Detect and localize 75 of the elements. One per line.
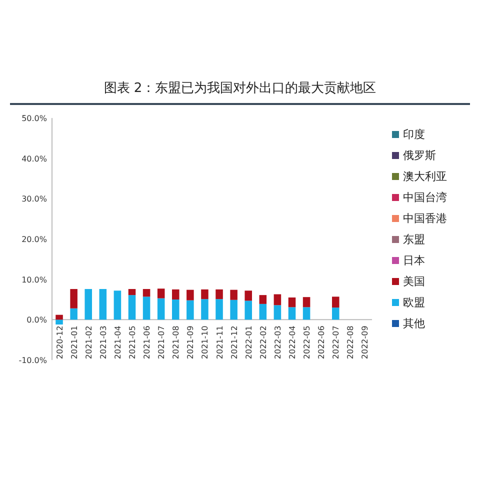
bar xyxy=(244,290,252,301)
x-tick-label: 2021-01 xyxy=(70,326,79,360)
x-tick-label: 2021-11 xyxy=(215,326,224,360)
bar xyxy=(157,298,165,320)
bar xyxy=(128,295,136,320)
bar xyxy=(142,289,150,297)
x-tick-label: 2022-09 xyxy=(360,326,370,360)
bar xyxy=(114,290,122,320)
bar xyxy=(244,300,252,320)
bar xyxy=(186,290,194,300)
x-tick-label: 2021-09 xyxy=(186,326,196,360)
bar xyxy=(216,289,223,300)
legend-label: 澳大利亚 xyxy=(403,170,447,183)
x-tick-label: 2021-03 xyxy=(98,326,108,360)
x-tick-label: 2021-04 xyxy=(113,326,122,360)
x-tick-label: 2022-07 xyxy=(332,326,341,360)
bar xyxy=(259,304,267,320)
bar xyxy=(186,300,194,320)
legend-label: 欧盟 xyxy=(403,297,425,309)
x-tick-label: 2021-06 xyxy=(142,326,152,360)
y-tick-label: 50.0% xyxy=(22,114,48,123)
x-tick-label: 2021-10 xyxy=(200,326,210,360)
bar xyxy=(99,289,107,320)
bar xyxy=(70,289,78,308)
x-tick-label: 2020-12 xyxy=(55,326,64,360)
bar xyxy=(302,297,310,308)
legend-label: 中国台湾 xyxy=(403,191,447,204)
bar xyxy=(302,307,310,320)
x-tick-label: 2021-07 xyxy=(157,326,166,360)
bar xyxy=(332,308,340,320)
x-tick-label: 2022-05 xyxy=(302,326,312,360)
y-tick-label: -10.0% xyxy=(18,356,48,365)
x-tick-label: 2022-02 xyxy=(258,326,268,360)
x-tick-label: 2022-08 xyxy=(346,326,356,360)
bar xyxy=(230,290,238,300)
x-tick-label: 2021-05 xyxy=(128,326,137,360)
y-tick-label: 10.0% xyxy=(22,275,48,284)
x-tick-label: 2022-01 xyxy=(244,326,254,360)
legend-label: 印度 xyxy=(403,128,425,141)
x-tick-label: 2022-06 xyxy=(317,326,326,360)
bar xyxy=(56,320,63,325)
legend-label: 俄罗斯 xyxy=(403,149,436,162)
bar xyxy=(332,296,340,308)
bar xyxy=(70,308,78,320)
legend-label: 日本 xyxy=(403,254,425,267)
legend-label: 其他 xyxy=(403,317,425,330)
bar xyxy=(288,297,296,308)
bar xyxy=(84,289,92,320)
bar xyxy=(128,289,136,296)
y-tick-label: 30.0% xyxy=(22,194,48,204)
bar xyxy=(274,294,282,306)
bar xyxy=(142,296,150,320)
x-tick-label: 2021-12 xyxy=(230,326,239,360)
bar xyxy=(201,299,208,320)
legend-label: 中国香港 xyxy=(403,212,447,225)
bar xyxy=(172,289,180,300)
y-tick-label: 40.0% xyxy=(22,154,48,164)
bar xyxy=(288,307,296,320)
bar xyxy=(172,300,180,320)
legend-label: 美国 xyxy=(403,275,425,288)
bar xyxy=(157,288,165,298)
x-tick-label: 2022-04 xyxy=(288,326,297,360)
bar xyxy=(274,305,282,320)
bar xyxy=(259,295,267,304)
y-tick-label: 20.0% xyxy=(22,235,48,244)
bar xyxy=(201,289,208,300)
y-tick-label: 0.0% xyxy=(26,316,48,325)
x-tick-label: 2021-02 xyxy=(84,326,94,360)
x-tick-label: 2022-03 xyxy=(273,326,282,360)
legend-label: 东盟 xyxy=(403,233,425,246)
bar xyxy=(230,300,238,320)
bar xyxy=(56,314,63,320)
chart-title: 图表 2：东盟已为我国对外出口的最大贡献地区 xyxy=(104,81,376,96)
x-tick-label: 2021-08 xyxy=(172,326,181,360)
bar xyxy=(216,299,223,320)
